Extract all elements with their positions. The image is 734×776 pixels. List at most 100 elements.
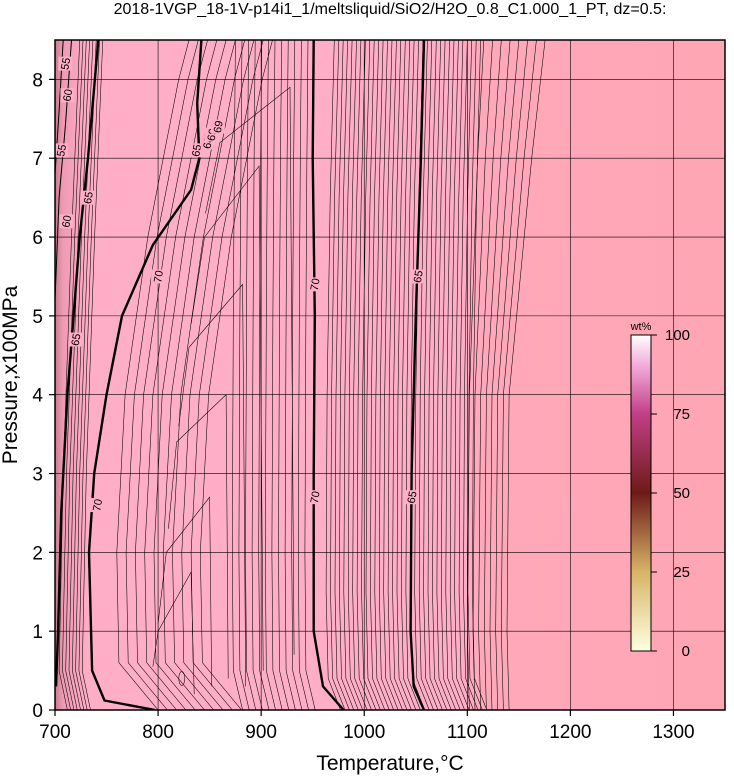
contour-label-bg	[404, 490, 419, 505]
fine-contour-line	[352, 40, 368, 710]
fine-contour-line	[418, 40, 434, 710]
fine-contour-line	[271, 40, 283, 710]
x-tick-label: 800	[142, 722, 174, 743]
contour-label-bg	[151, 269, 166, 284]
ridge-contour	[168, 394, 229, 679]
x-tick-label: 1100	[447, 722, 488, 743]
fine-contour-line	[441, 40, 457, 710]
contour-label: 55	[59, 57, 73, 71]
x-tick-label: 1000	[343, 722, 385, 743]
fine-contour-line	[427, 40, 443, 710]
contour-label: 70	[309, 490, 323, 504]
y-tick-label: 0	[32, 701, 43, 722]
contour-label-bg	[68, 332, 83, 347]
fine-contour-line	[458, 40, 474, 710]
fine-contour-line	[304, 40, 316, 710]
colorbar-title: wt%	[630, 321, 652, 333]
plot-field	[55, 40, 725, 710]
colorbar-ticks: 0 25 50 75 100	[651, 327, 690, 660]
fine-contour-line	[401, 40, 417, 710]
contour-label: 60	[60, 214, 74, 228]
contour-label: 65	[412, 270, 426, 284]
y-tick-label: 4	[32, 386, 43, 407]
grid-lines	[54, 40, 725, 711]
contour-label: 50	[54, 25, 68, 39]
contour-60	[55, 40, 72, 301]
y-tick-label: 1	[32, 622, 43, 643]
contour-label: 70	[152, 270, 166, 284]
closed-contour	[178, 671, 186, 686]
fine-contour-line	[361, 40, 377, 710]
fine-contour-line	[370, 40, 386, 710]
contour-label: 60	[61, 88, 75, 102]
fine-contour-line	[278, 40, 290, 710]
contour-label: 69	[212, 120, 226, 134]
contour-label-bg	[59, 214, 74, 229]
contour-label-bg	[307, 277, 322, 292]
ridge-contour	[205, 86, 295, 655]
fine-contour-line	[334, 40, 350, 710]
contour-label-bg	[55, 143, 69, 158]
contour-label: 70	[309, 277, 323, 291]
contour-label: 65	[406, 490, 420, 504]
fine-contour-line	[251, 40, 263, 710]
contour-label-bg	[189, 143, 204, 158]
chart-title: 2018-1VGP_18-1V-p14i1_1/meltsliquid/SiO2…	[114, 1, 667, 18]
colorbar-gradient	[630, 334, 652, 652]
fine-contour-line	[436, 40, 452, 710]
contour-label-bg	[53, 25, 67, 39]
fine-contour-line	[374, 40, 390, 710]
fine-contour-line	[245, 40, 257, 710]
contour-65	[409, 40, 426, 710]
fine-contour-line	[423, 40, 439, 710]
colorbar-tick-label: 25	[673, 564, 690, 581]
y-tick-label: 5	[32, 307, 43, 328]
y-tick-label: 2	[32, 543, 43, 564]
fine-contour-line	[298, 40, 309, 710]
contour-label-bg	[210, 119, 225, 134]
colorbar-tick-label: 0	[682, 643, 690, 660]
y-axis-ticks: 0 1 2 3 4 5 6 7 8	[32, 70, 55, 722]
colorbar-tick-label: 75	[673, 406, 690, 423]
fine-contour-line	[284, 40, 296, 710]
contour-label-bg	[60, 88, 75, 103]
contour-65	[55, 40, 100, 687]
contour-label: 70	[91, 498, 105, 512]
contour-label: 55	[55, 143, 69, 157]
y-tick-label: 3	[32, 465, 43, 486]
plot-frame	[54, 39, 726, 711]
fine-contour-line	[449, 40, 465, 710]
fine-contour-line	[265, 40, 276, 710]
x-tick-label: 700	[39, 722, 71, 743]
ridge-contour	[152, 571, 195, 695]
colorbar: wt% 0 25 50 75 100	[630, 321, 690, 660]
x-axis-label: Temperature,°C	[316, 752, 463, 775]
fine-contour-line	[383, 40, 399, 710]
fine-contour-line	[454, 40, 470, 710]
colorbar-tick-label: 100	[665, 327, 690, 344]
fine-contour-line	[445, 40, 461, 710]
fine-contour-line	[387, 40, 403, 710]
fine-contour-line	[291, 40, 303, 710]
contour-label-bg	[307, 490, 322, 505]
fine-contour-line	[330, 40, 346, 710]
fine-contour-line	[339, 40, 355, 710]
contour-70	[311, 40, 345, 710]
x-tick-label: 1200	[549, 722, 591, 743]
fine-contour-line	[379, 40, 394, 710]
contour-label: 65	[70, 333, 84, 347]
fine-contour-line	[432, 40, 448, 710]
x-tick-label: 1300	[652, 722, 694, 743]
y-tick-label: 7	[32, 149, 43, 170]
contour-label-bg	[90, 498, 105, 513]
x-axis-ticks: 700 800 900 1000 1100 1200 1300	[39, 710, 695, 743]
fine-contour-line	[392, 40, 408, 710]
fine-contour-line	[325, 40, 341, 710]
fine-contour-line	[348, 40, 363, 710]
fine-contour-line	[232, 40, 243, 710]
y-axis-label: Pressure,x100MPa	[0, 285, 22, 464]
y-tick-label: 6	[32, 228, 43, 249]
colorbar-tick-label: 50	[673, 485, 690, 502]
contour-label: 65	[82, 191, 96, 205]
